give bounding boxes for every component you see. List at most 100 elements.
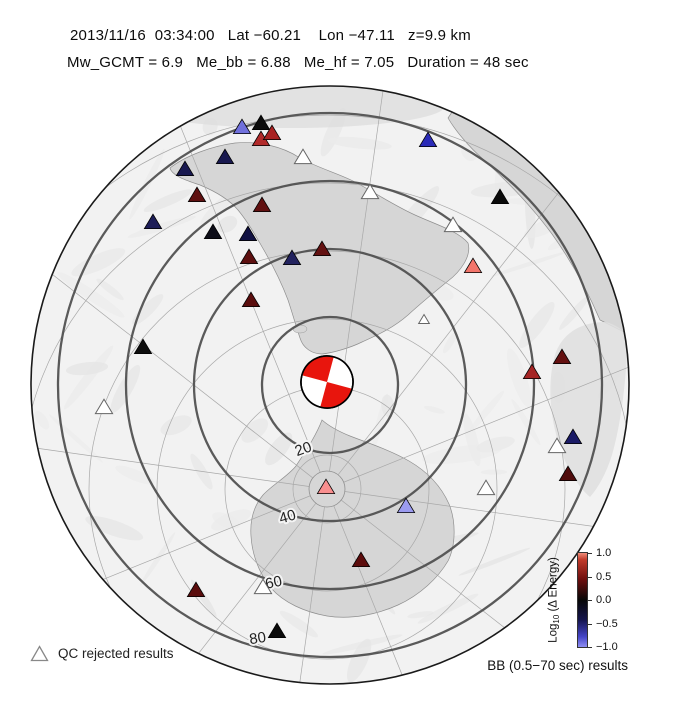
station-marker (203, 223, 223, 239)
colorbar-tick-label: −0.5 (596, 617, 618, 630)
station-marker (552, 348, 572, 364)
colorbar-tick (588, 553, 592, 554)
relief-texture (511, 399, 541, 446)
relief-texture (407, 611, 434, 619)
station-marker (239, 248, 259, 264)
station-marker (251, 114, 271, 130)
station-marker (252, 196, 272, 212)
colorbar-tick (588, 623, 592, 625)
station-marker (215, 148, 235, 164)
relief-texture (381, 394, 395, 417)
station-marker (133, 338, 153, 354)
header-line-2: Mw_GCMT = 6.9 Me_bb = 6.88 Me_hf = 7.05 … (67, 54, 529, 71)
station-marker (316, 478, 336, 494)
relief-texture (34, 410, 50, 430)
station-marker (241, 291, 261, 307)
graticule-parallel (31, 114, 629, 684)
colorbar-tick (588, 600, 592, 601)
relief-texture (115, 465, 155, 485)
pole-circle (308, 470, 346, 508)
station-marker (351, 551, 371, 567)
distance-ring-20 (260, 315, 400, 455)
colorbar-tick-label: −1.0 (596, 641, 618, 653)
relief-texture (96, 278, 124, 301)
station-marker (312, 240, 332, 256)
relief-texture (458, 547, 531, 576)
station-marker (175, 160, 195, 176)
relief-texture (217, 215, 238, 233)
graticule-meridian (343, 312, 629, 483)
graticule-meridian (333, 505, 504, 684)
graticule-meridian (344, 491, 629, 555)
graticule-meridian (31, 423, 310, 487)
relief-texture (506, 348, 532, 408)
distance-ring-60 (124, 179, 536, 591)
relief-texture (559, 295, 589, 330)
seafloor-ridge (550, 322, 628, 497)
station-marker (418, 131, 438, 147)
relief-texture (85, 516, 144, 541)
graticule-parallel (292, 454, 362, 524)
qc-legend-label: QC rejected results (58, 646, 174, 661)
distance-ring-40 (192, 247, 468, 523)
station-marker (563, 428, 583, 444)
station-marker (262, 124, 282, 140)
colorbar-tick (588, 576, 592, 578)
station-marker-qc-rejected (547, 437, 567, 454)
relief-texture (279, 610, 319, 638)
colorbar-tick (588, 647, 592, 648)
relief-texture (480, 469, 508, 475)
relief-texture (490, 251, 566, 277)
colorbar-tick-label: 0.5 (596, 570, 612, 583)
map-rim (30, 85, 630, 685)
relief-texture (63, 345, 114, 410)
results-caption: BB (0.5−70 sec) results (487, 658, 628, 673)
station-marker (490, 188, 510, 204)
station-marker (186, 581, 206, 597)
colorbar-tick-label: 0.0 (596, 594, 612, 606)
station-marker-qc-rejected (443, 216, 463, 233)
station-marker (238, 225, 258, 241)
qc-legend: QC rejected results (30, 645, 174, 662)
relief-texture (132, 294, 164, 325)
relief-texture (65, 361, 109, 376)
station-marker (267, 622, 287, 638)
focal-mechanism-beachball (300, 355, 354, 409)
relief-texture (322, 634, 403, 655)
station-marker-qc-rejected (360, 183, 380, 200)
station-marker-qc-rejected (293, 148, 313, 165)
station-marker-qc-rejected (94, 398, 114, 415)
station-marker (522, 363, 542, 379)
station-marker (282, 249, 302, 265)
station-marker (187, 186, 207, 202)
colorbar-tick-label: 1.0 (596, 547, 612, 559)
relief-texture (443, 331, 458, 354)
colorbar-gradient (577, 552, 588, 648)
relief-texture (265, 432, 293, 466)
relief-texture (469, 390, 505, 432)
colorbar: Log10 (Δ Energy) 1.0 0.5 0.0 −0.5 −1.0 (548, 547, 618, 653)
ring-label-80: 80 (248, 629, 267, 648)
distance-ring-80 (56, 111, 604, 659)
graticule-parallel (31, 182, 629, 684)
station-marker (396, 497, 416, 513)
relief-texture (143, 189, 193, 212)
relief-texture (327, 136, 392, 150)
graticule-parallel (156, 318, 498, 660)
station-marker (143, 213, 163, 229)
qc-triangle-icon (30, 645, 49, 662)
relief-texture (212, 512, 240, 529)
relief-texture (422, 444, 502, 464)
header-line-1: 2013/11/16 03:34:00 Lat −60.21 Lon −47.1… (70, 27, 471, 44)
colorbar-title: Log10 (Δ Energy) (547, 557, 561, 643)
graticule-meridian (261, 506, 325, 684)
relief-texture (241, 418, 269, 443)
station-marker (232, 118, 252, 134)
station-marker (463, 257, 483, 273)
graticule-meridian (31, 199, 314, 479)
station-marker-qc-rejected (417, 313, 431, 324)
station-marker-qc-rejected (253, 578, 273, 595)
relief-texture (424, 405, 445, 414)
